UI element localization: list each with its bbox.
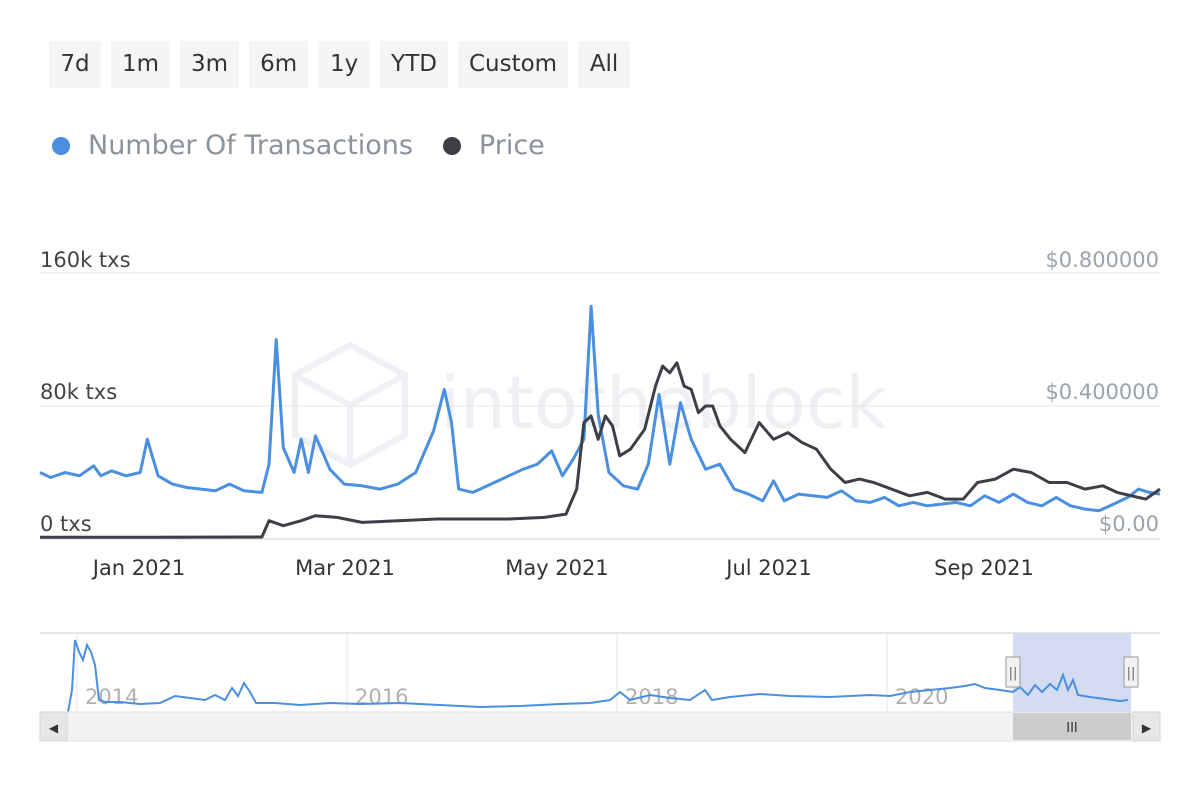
range-ytd-button[interactable]: YTD: [380, 41, 448, 88]
navigator-handle-left-box[interactable]: [1005, 656, 1021, 688]
scroll-left-arrow-icon: ◀: [49, 721, 59, 735]
x-tick-jul-2021: Jul 2021: [724, 556, 811, 580]
navigator-tick-2014: 2014: [85, 685, 138, 709]
legend-dot-price: [442, 136, 461, 155]
range-6m-button[interactable]: 6m: [249, 41, 309, 88]
navigator-tick-2018: 2018: [625, 685, 678, 709]
y-left-tick-160k: 160k txs: [40, 248, 131, 272]
grid: [40, 272, 1160, 540]
chart-legend: Number Of Transactions Price: [52, 130, 545, 161]
scroll-left-button[interactable]: [39, 711, 68, 742]
range-selector: 7d 1m 3m 6m 1y YTD Custom All: [49, 41, 631, 88]
y-right-tick-0.4: $0.400000: [1045, 380, 1159, 404]
y-left-tick-80k: 80k txs: [40, 380, 117, 404]
navigator-handle-right-grip: ||: [1127, 666, 1136, 681]
scrollbar-thumb-grip-icon: III: [1066, 721, 1078, 736]
navigator: 2014 2016 2018 2020 || ||: [40, 632, 1160, 713]
y-right-tick-0.8: $0.800000: [1045, 248, 1159, 272]
legend-dot-transactions: [52, 136, 70, 155]
scrollbar[interactable]: ◀ ▶ III: [39, 711, 1161, 742]
legend-item-price[interactable]: Price: [442, 130, 545, 161]
navigator-handle-left-grip: ||: [1009, 666, 1018, 681]
x-tick-may-2021: May 2021: [505, 556, 609, 580]
y-right-tick-0: $0.00: [1099, 512, 1159, 536]
navigator-handle-right[interactable]: ||: [1123, 656, 1139, 688]
range-1y-button[interactable]: 1y: [318, 41, 371, 88]
navigator-series-line: [67, 639, 1129, 713]
range-1m-button[interactable]: 1m: [111, 41, 171, 88]
scroll-right-button[interactable]: [1132, 711, 1161, 742]
range-7d-button[interactable]: 7d: [49, 41, 101, 88]
scrollbar-track[interactable]: [39, 711, 1161, 742]
scrollbar-thumb[interactable]: [1013, 713, 1131, 740]
navigator-handle-right-box[interactable]: [1123, 656, 1139, 688]
x-tick-mar-2021: Mar 2021: [295, 556, 395, 580]
watermark: intotheblock: [292, 341, 887, 469]
legend-label-transactions: Number Of Transactions: [88, 130, 413, 161]
watermark-logo-icon: [292, 341, 408, 469]
x-tick-sep-2021: Sep 2021: [934, 556, 1034, 580]
navigator-handle-left[interactable]: ||: [1005, 656, 1021, 688]
range-3m-button[interactable]: 3m: [180, 41, 240, 88]
legend-item-transactions[interactable]: Number Of Transactions: [52, 130, 413, 161]
series-line-price: [40, 361, 1161, 539]
legend-label-price: Price: [478, 130, 545, 161]
x-tick-jan-2021: Jan 2021: [91, 556, 186, 580]
scroll-right-arrow-icon: ▶: [1142, 721, 1152, 735]
series-line-transactions: [39, 304, 1161, 513]
navigator-tick-2016: 2016: [355, 685, 408, 709]
y-left-tick-0: 0 txs: [40, 512, 92, 536]
range-all-button[interactable]: All: [578, 41, 631, 88]
range-custom-button[interactable]: Custom: [457, 41, 569, 88]
